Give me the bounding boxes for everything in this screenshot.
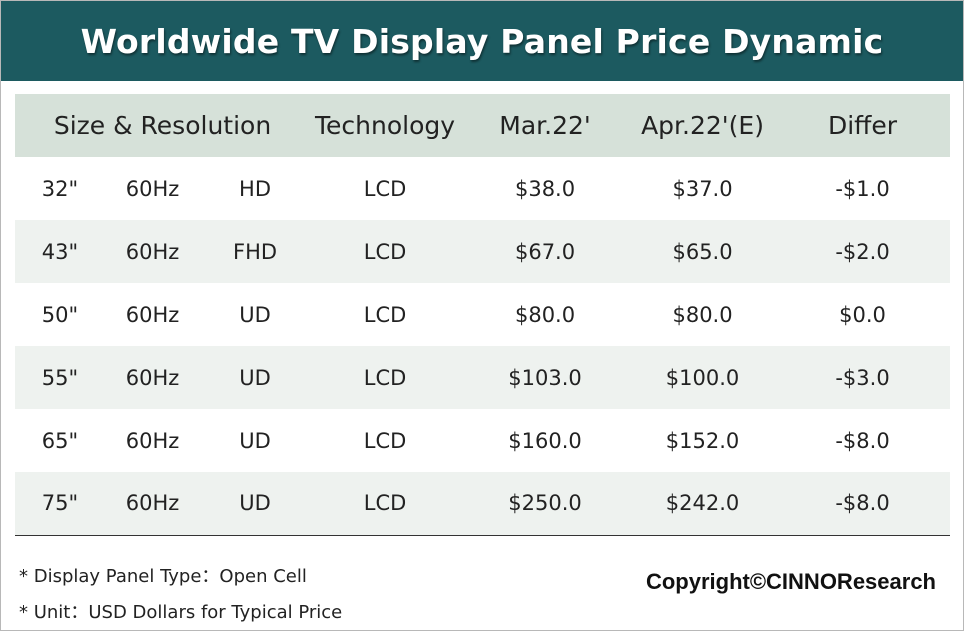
cell-size: 75" <box>41 491 79 516</box>
cell-technology: LCD <box>363 176 407 201</box>
cell-mar-price: $103.0 <box>508 365 582 390</box>
cell-apr-price: $242.0 <box>665 491 740 516</box>
cell-size: 43" <box>41 239 79 264</box>
cell-technology: LCD <box>363 239 407 264</box>
table-row: 75" 60Hz UD LCD $250.0 $242.0 -$8.0 <box>15 472 951 535</box>
header-technology: Technology <box>315 111 456 140</box>
cell-resolution: FHD <box>232 239 278 264</box>
cell-size: 50" <box>41 302 79 327</box>
cell-mar-price: $67.0 <box>514 239 576 264</box>
cell-technology: LCD <box>363 302 407 327</box>
cell-size: 32" <box>41 176 79 201</box>
table-row: 55" 60Hz UD LCD $103.0 $100.0 -$3.0 <box>15 346 951 409</box>
cell-differ: -$2.0 <box>835 239 890 264</box>
table-row: 50" 60Hz UD LCD $80.0 $80.0 $0.0 <box>15 283 950 346</box>
chart-title: Worldwide TV Display Panel Price Dynamic <box>80 21 884 61</box>
cell-refresh-rate: 60Hz <box>125 491 180 516</box>
cell-mar-price: $38.0 <box>514 176 576 201</box>
table-row: 32" 60Hz HD LCD $38.0 $37.0 -$1.0 <box>15 157 950 220</box>
footnote-unit: * Unit：USD Dollars for Typical Price <box>19 602 343 623</box>
footnotes: * Display Panel Type：Open Cell * Unit：US… <box>19 559 342 631</box>
title-bar: Worldwide TV Display Panel Price Dynamic <box>1 1 963 81</box>
cell-apr-price: $37.0 <box>672 176 733 201</box>
cell-technology: LCD <box>363 491 407 516</box>
cell-technology: LCD <box>363 365 407 390</box>
cell-refresh-rate: 60Hz <box>125 239 180 264</box>
cell-resolution: UD <box>239 302 271 327</box>
cell-differ: -$8.0 <box>835 428 890 453</box>
header-apr: Apr.22'(E) <box>641 111 764 140</box>
cell-differ: -$1.0 <box>835 176 890 201</box>
cell-apr-price: $152.0 <box>665 428 740 453</box>
cell-resolution: HD <box>239 176 271 201</box>
cell-apr-price: $65.0 <box>672 239 733 264</box>
cell-refresh-rate: 60Hz <box>125 302 180 327</box>
header-size-resolution: Size & Resolution <box>53 111 272 140</box>
header-differ: Differ <box>827 111 898 140</box>
cell-size: 65" <box>41 428 79 453</box>
footnote-panel-type: * Display Panel Type：Open Cell <box>19 566 307 587</box>
cell-resolution: UD <box>239 491 271 516</box>
cell-differ: $0.0 <box>839 302 886 327</box>
cell-refresh-rate: 60Hz <box>125 365 180 390</box>
cell-mar-price: $80.0 <box>514 302 576 327</box>
cell-differ: -$8.0 <box>835 491 890 516</box>
cell-refresh-rate: 60Hz <box>125 428 180 453</box>
cell-differ: -$3.0 <box>835 365 890 390</box>
table-row: 43" 60Hz FHD LCD $67.0 $65.0 -$2.0 <box>15 220 951 283</box>
cell-mar-price: $160.0 <box>508 428 582 453</box>
table-row: 65" 60Hz UD LCD $160.0 $152.0 -$8.0 <box>15 409 950 472</box>
table-header-row: Size & Resolution Technology Mar.22' Apr… <box>15 94 951 157</box>
cell-refresh-rate: 60Hz <box>125 176 180 201</box>
cell-apr-price: $80.0 <box>672 302 733 327</box>
cell-resolution: UD <box>239 365 271 390</box>
cell-resolution: UD <box>239 428 271 453</box>
cell-size: 55" <box>41 365 79 390</box>
header-mar: Mar.22' <box>499 111 591 140</box>
cell-technology: LCD <box>363 428 407 453</box>
copyright-label: Copyright©CINNOResearch <box>645 569 936 594</box>
cell-apr-price: $100.0 <box>665 365 740 390</box>
cell-mar-price: $250.0 <box>508 491 582 516</box>
price-table: Size & Resolution Technology Mar.22' Apr… <box>15 94 951 536</box>
